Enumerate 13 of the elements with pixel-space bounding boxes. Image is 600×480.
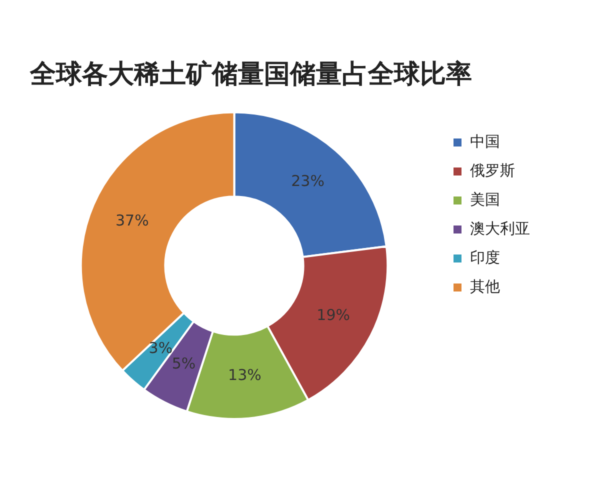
data-label: 37%	[116, 211, 149, 230]
data-label: 3%	[148, 338, 173, 357]
chart-title: 全球各大稀土矿储量国储量占全球比率	[29, 59, 472, 90]
legend-label: 其他	[470, 277, 500, 296]
legend-label: 俄罗斯	[470, 161, 515, 180]
data-label: 5%	[172, 354, 196, 373]
data-label: 23%	[291, 172, 324, 190]
legend-label: 美国	[470, 190, 500, 208]
data-label: 19%	[316, 306, 350, 324]
legend-label: 中国	[470, 132, 500, 150]
legend-label: 印度	[470, 248, 500, 266]
data-label: 13%	[228, 366, 262, 384]
legend-label: 澳大利亚	[470, 219, 530, 238]
